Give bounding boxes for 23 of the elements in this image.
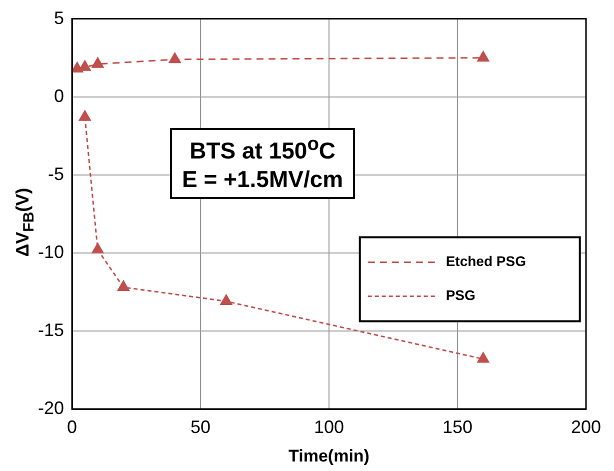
y-tick-label: 5 <box>54 8 64 28</box>
point <box>477 352 490 363</box>
y-tick-label: -20 <box>38 398 64 418</box>
point <box>92 243 104 254</box>
y-tick-label: -5 <box>48 164 64 184</box>
y-tick-label: -15 <box>38 320 64 340</box>
x-tick-label: 200 <box>570 416 602 437</box>
point <box>117 280 130 292</box>
x-tick-label: 50 <box>190 416 211 437</box>
x-tick-label: 150 <box>442 416 473 437</box>
point <box>220 294 232 306</box>
x-tick-label: 100 <box>314 416 344 437</box>
legend-label: Etched PSG <box>446 253 526 270</box>
point <box>78 110 91 121</box>
point <box>477 51 490 62</box>
point <box>92 57 104 68</box>
x-axis-title: Time(min) <box>288 446 370 466</box>
point <box>168 52 181 64</box>
legend-label: PSG <box>446 287 476 304</box>
annotation: BTS at 150$^{o}$C E = +1.5MV/cm <box>170 128 356 200</box>
y-tick-label: 0 <box>54 86 64 106</box>
y-tick-label: -10 <box>38 242 64 262</box>
x-tick-label: 0 <box>67 416 78 437</box>
